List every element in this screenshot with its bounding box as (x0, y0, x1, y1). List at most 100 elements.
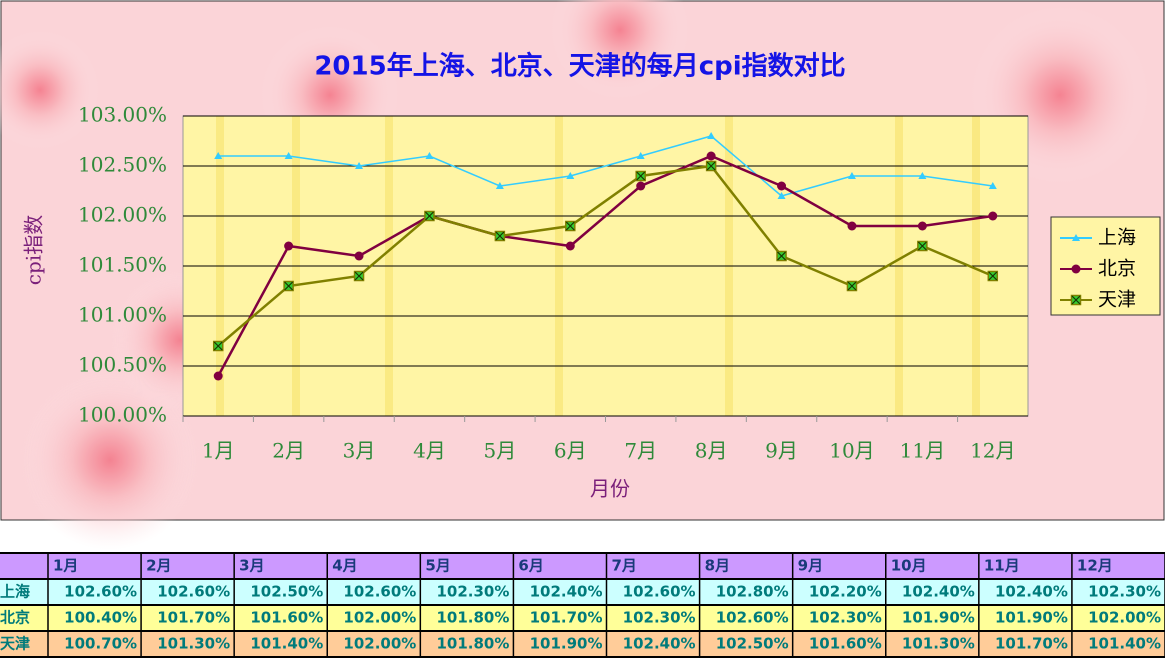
table-cell: 102.40% (902, 583, 975, 601)
marker-cross (706, 161, 716, 171)
table-cell: 102.30% (623, 609, 696, 627)
x-tick-label: 12月 (970, 439, 1015, 463)
table-cell: 101.40% (250, 635, 323, 653)
marker-cross (847, 281, 857, 291)
x-tick-label: 9月 (765, 439, 798, 463)
table-cell: 102.60% (157, 583, 230, 601)
x-tick-label: 5月 (484, 439, 517, 463)
series-line (217, 154, 993, 377)
data-point (354, 251, 364, 261)
table-cell: 102.30% (436, 583, 509, 601)
table-cell: 101.60% (809, 635, 882, 653)
x-tick-label: 2月 (272, 439, 305, 463)
legend-marker (1071, 264, 1081, 274)
x-tick-label: 8月 (695, 439, 728, 463)
table-cell: 102.60% (716, 609, 789, 627)
table-header-cell: 6月 (518, 557, 543, 575)
marker-cross (425, 211, 434, 221)
table-cell: 101.70% (530, 609, 603, 627)
table-cell: 101.40% (1088, 635, 1161, 653)
table-header-cell: 4月 (332, 557, 357, 575)
table-cell: 102.60% (343, 583, 416, 601)
data-point (777, 192, 786, 199)
marker-cross (495, 231, 505, 241)
marker-cross (636, 171, 646, 181)
table-cell: 102.00% (343, 635, 416, 653)
marker-cross (284, 281, 294, 291)
table-header-cell: 8月 (705, 557, 730, 575)
data-point (847, 172, 856, 179)
table-row (0, 605, 1165, 631)
data-point (917, 221, 927, 231)
table-header-cell: 7月 (612, 557, 637, 575)
table-cell: 102.50% (250, 583, 323, 601)
data-point (495, 182, 504, 189)
legend-marker (1072, 234, 1080, 241)
legend-label: 北京 (1098, 258, 1136, 280)
table-cell: 101.70% (157, 609, 230, 627)
y-tick-label: 101.00% (78, 303, 167, 327)
marker-cross (565, 221, 575, 231)
table-cell: 102.50% (716, 635, 789, 653)
data-point (988, 211, 998, 221)
data-point (636, 181, 646, 191)
x-tick-label: 4月 (413, 439, 446, 463)
table-cell: 102.80% (716, 583, 789, 601)
table-cell: 100.40% (64, 609, 137, 627)
series-line (218, 135, 993, 197)
table-cell: 101.90% (995, 609, 1068, 627)
table-cell: 102.30% (1088, 583, 1161, 601)
table-cell: 101.90% (530, 635, 603, 653)
marker-cross (213, 341, 223, 351)
chart-title: 2015年上海、北京、天津的每月cpi指数对比 (314, 51, 845, 82)
table-cell: 102.40% (995, 583, 1068, 601)
table-cell: 101.90% (902, 609, 975, 627)
x-axis-title: 月份 (590, 477, 630, 501)
table-cell: 100.70% (64, 635, 137, 653)
marker-cross (354, 271, 364, 281)
data-point (706, 151, 716, 161)
x-tick-label: 6月 (554, 439, 587, 463)
table-header-cell: 9月 (798, 557, 823, 575)
data-point (565, 241, 575, 251)
data-point (566, 172, 575, 179)
table-cell: 101.80% (436, 609, 509, 627)
table-header-cell: 12月 (1077, 557, 1113, 575)
table-cell: 102.40% (530, 583, 603, 601)
y-tick-label: 100.00% (78, 403, 167, 427)
table-cell: 101.70% (995, 635, 1068, 653)
marker-cross (917, 241, 927, 251)
x-tick-label: 7月 (624, 439, 657, 463)
data-point (355, 162, 364, 169)
table-row (0, 579, 1165, 605)
y-tick-label: 103.00% (78, 103, 167, 127)
table-cell: 102.60% (64, 583, 137, 601)
data-point (777, 181, 787, 191)
data-point (425, 152, 434, 159)
table-header-cell: 1月 (53, 557, 78, 575)
marker-cross (988, 271, 998, 281)
table-cell: 102.20% (809, 583, 882, 601)
legend-label: 上海 (1098, 227, 1136, 249)
data-point (918, 172, 927, 179)
table-cell: 102.00% (343, 609, 416, 627)
table-header-row (0, 553, 1165, 579)
marker-cross (1071, 295, 1081, 305)
table-cell: 101.30% (157, 635, 230, 653)
table-cell: 101.60% (250, 609, 323, 627)
legend-label: 天津 (1098, 289, 1136, 311)
y-tick-label: 102.50% (78, 153, 167, 177)
table-header-cell: 5月 (425, 557, 450, 575)
x-tick-label: 3月 (343, 439, 376, 463)
data-point (988, 182, 997, 189)
table-header-cell: 3月 (239, 557, 264, 575)
table-cell: 101.30% (902, 635, 975, 653)
table-cell: 102.00% (1088, 609, 1161, 627)
table-header-cell: 2月 (146, 557, 171, 575)
legend (1050, 216, 1161, 316)
data-point (284, 241, 294, 251)
data-point (636, 152, 645, 159)
data-point (707, 132, 716, 139)
table-cell: 102.40% (623, 635, 696, 653)
